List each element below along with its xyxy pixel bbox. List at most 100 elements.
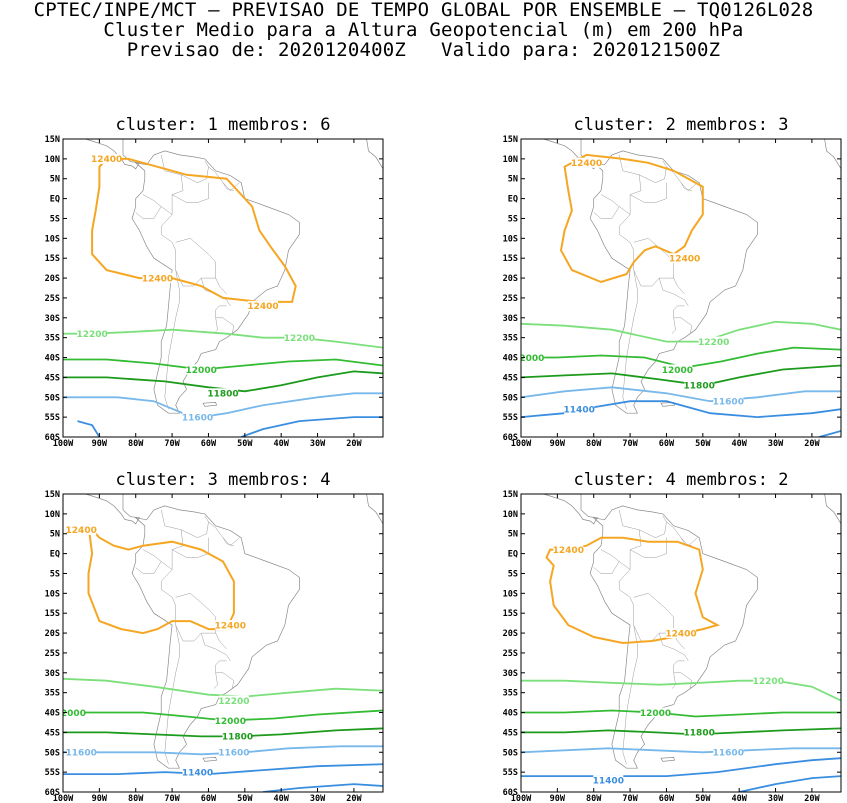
lat-label: 30S [45, 669, 60, 679]
lat-label: 35S [45, 689, 60, 699]
lat-label: 15S [45, 609, 60, 619]
lat-label: 15N [503, 135, 518, 145]
contour-label-bg [248, 300, 278, 311]
country-border [593, 206, 620, 219]
lat-label: 60S [503, 433, 518, 443]
lat-label: 35S [503, 334, 518, 344]
contour-label: 12400 [553, 546, 584, 556]
lon-label: 20W [804, 439, 820, 449]
contour-11600 [63, 392, 383, 419]
cluster-panel-1: 12400 12400 12400 12200 12200 12000 11800 11600… [45, 115, 384, 449]
lat-label: 40S [503, 709, 518, 719]
country-border [171, 537, 209, 558]
contour-label-bg [186, 364, 217, 375]
contour-12200 [521, 679, 841, 702]
contour-label: 11600 [66, 749, 97, 759]
contour-label-bg [182, 767, 213, 778]
contour-label-bg [640, 707, 671, 718]
contour-label-bg [208, 388, 238, 399]
lon-label: 90W [550, 794, 566, 803]
lat-label: 25S [45, 649, 60, 659]
country-border [181, 160, 209, 183]
country-border [680, 182, 692, 191]
lat-label: 5S [50, 569, 60, 579]
contour-label: 2000 [519, 354, 544, 364]
country-border [181, 515, 209, 538]
contour-label: 12000 [640, 709, 671, 719]
lat-label: 20S [45, 274, 60, 284]
contour-label-bg [593, 775, 624, 786]
lat-label: 25S [503, 649, 518, 659]
contour-12400 [80, 524, 235, 635]
country-border [593, 561, 620, 574]
lat-label: 55S [503, 413, 518, 423]
lon-label: 50W [237, 794, 253, 803]
central-america-coastline [84, 494, 140, 525]
contour-label-bg [666, 628, 696, 639]
contour-label-bg [284, 332, 315, 343]
lat-label: 15S [503, 254, 518, 264]
cluster-panel-3: 12400 12400 12200 12000 12000 11800 11600 11600… [45, 470, 384, 803]
contour-label-bg [182, 412, 213, 423]
contour-12400 [559, 153, 704, 284]
country-border [658, 633, 689, 662]
contour-label: 12400 [91, 155, 122, 165]
contour-label-bg [142, 273, 173, 284]
contour-label-bg [553, 544, 584, 555]
subtitle-variable: Cluster Medio para a Altura Geopotencial… [103, 19, 744, 41]
country-border [215, 317, 235, 334]
lon-label: 50W [695, 794, 711, 803]
contour-label: 12200 [753, 677, 784, 687]
lat-label: 20S [503, 629, 518, 639]
lon-label: 80W [586, 439, 602, 449]
lon-label: 80W [128, 439, 144, 449]
lat-label: 40S [45, 354, 60, 364]
contour-label: 12000 [186, 366, 217, 376]
country-border [215, 672, 235, 689]
lat-label: 15N [45, 490, 60, 500]
contour-label: 11600 [713, 398, 744, 408]
lat-label: 50S [45, 748, 60, 758]
country-border [135, 206, 162, 219]
contour-label-bg [713, 747, 744, 758]
map-background [63, 494, 383, 792]
lat-label: 30S [503, 669, 518, 679]
contour-label-bg [218, 695, 249, 706]
contour-label: 11400 [564, 406, 595, 416]
panel-title: cluster: 3 membros: 4 [116, 470, 331, 490]
lon-label: 60W [659, 439, 675, 449]
lat-label: 55S [45, 768, 60, 778]
map-background [521, 494, 841, 792]
contour-11800 [63, 727, 383, 738]
map-frame [520, 138, 842, 438]
contour-label-bg [218, 747, 249, 758]
lat-label: 10N [503, 510, 518, 520]
contour-11400 [521, 757, 841, 777]
lat-label: 55S [45, 413, 60, 423]
lon-label: 70W [622, 439, 638, 449]
contour-label: 12000 [662, 366, 693, 376]
lat-label: 5N [508, 530, 518, 540]
country-border [673, 317, 693, 334]
contour-label-bg [66, 747, 97, 758]
lat-label: 5N [50, 530, 60, 540]
lat-label: 25S [503, 294, 518, 304]
map-background [63, 139, 383, 437]
contour-label: 11400 [593, 776, 624, 786]
country-border [215, 277, 227, 295]
contour-11800 [521, 364, 841, 387]
lat-label: 10N [45, 155, 60, 165]
lon-label: 40W [732, 439, 748, 449]
lon-label: 20W [346, 439, 362, 449]
falklands-coastline [202, 402, 217, 407]
contour-12000 [63, 358, 383, 371]
lat-label: 30S [45, 314, 60, 324]
contour-label-bg [564, 404, 595, 415]
country-border [215, 305, 227, 318]
lat-label: 5S [508, 569, 518, 579]
lat-label: EQ [50, 550, 60, 560]
panel-title: cluster: 4 membros: 2 [574, 470, 789, 490]
contour-label: 12200 [218, 697, 249, 707]
contour-label-bg [662, 364, 693, 375]
contour-12400 [545, 536, 721, 645]
